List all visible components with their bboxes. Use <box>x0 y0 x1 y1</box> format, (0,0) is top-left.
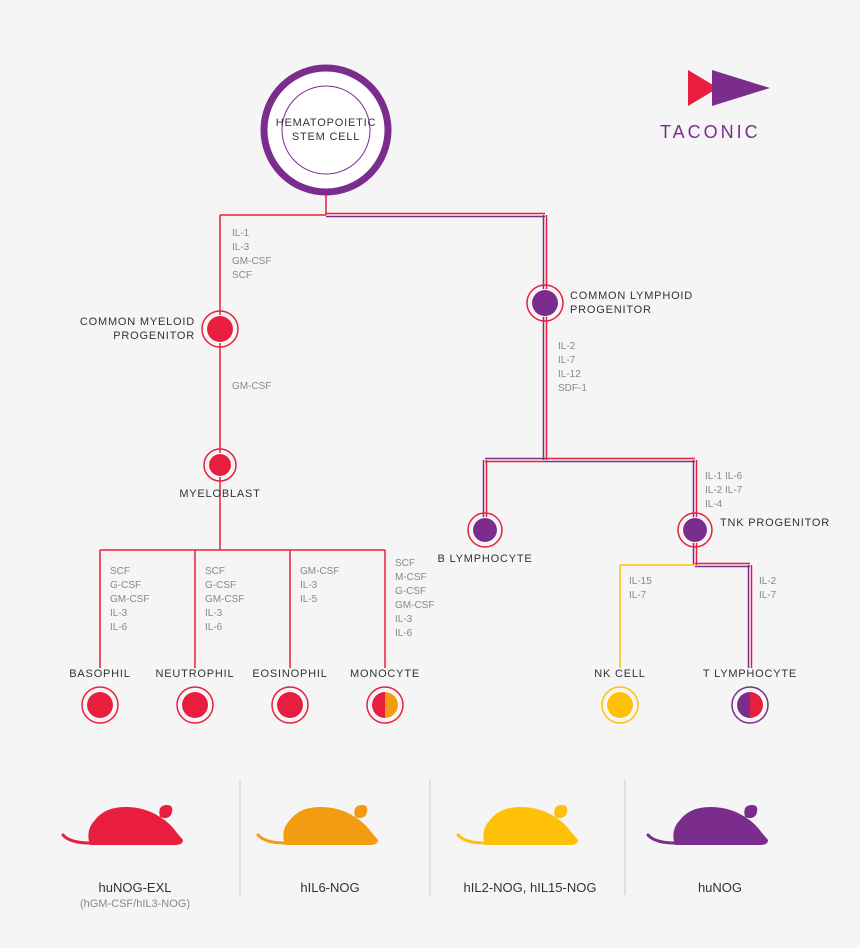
mouse-label-3: huNOG <box>640 880 800 895</box>
node-label-basophil: BASOPHIL <box>45 667 155 681</box>
node-label-tlymph: T LYMPHOCYTE <box>695 667 805 681</box>
cytokine-block-6: SCFM-CSFG-CSFGM-CSFIL-3IL-6 <box>395 557 434 641</box>
cytokine-block-3: SCFG-CSFGM-CSFIL-3IL-6 <box>110 565 149 635</box>
cytokine-block-9: IL-2IL-7 <box>759 575 776 603</box>
node-label-monocyte: MONOCYTE <box>330 667 440 681</box>
node-label-myeloblast: MYELOBLAST <box>160 487 280 501</box>
cytokine-block-4: SCFG-CSFGM-CSFIL-3IL-6 <box>205 565 244 635</box>
node-label-eosinophil: EOSINOPHIL <box>235 667 345 681</box>
node-label-nkcell: NK CELL <box>565 667 675 681</box>
node-label-tnk: TNK PROGENITOR <box>720 516 830 530</box>
node-label-cmp: COMMON MYELOIDPROGENITOR <box>80 315 195 344</box>
cytokine-block-7: IL-1 IL-6IL-2 IL-7IL-4 <box>705 470 742 512</box>
cytokine-block-8: IL-15IL-7 <box>629 575 652 603</box>
root-label: HEMATOPOIETICSTEM CELL <box>266 116 386 145</box>
mouse-label-2: hIL2-NOG, hIL15-NOG <box>450 880 610 895</box>
node-label-neutrophil: NEUTROPHIL <box>140 667 250 681</box>
cytokine-block-1: GM-CSF <box>232 380 271 394</box>
cytokine-block-5: GM-CSFIL-3IL-5 <box>300 565 339 607</box>
mouse-label-1: hIL6-NOG <box>250 880 410 895</box>
node-label-clp: COMMON LYMPHOIDPROGENITOR <box>570 289 693 318</box>
logo-text: TACONIC <box>660 122 761 143</box>
cytokine-block-2: IL-2IL-7IL-12SDF-1 <box>558 340 587 396</box>
mouse-label-0: huNOG-EXL(hGM-CSF/hIL3-NOG) <box>55 880 215 910</box>
node-label-blymph: B LYMPHOCYTE <box>425 552 545 566</box>
cytokine-block-0: IL-1IL-3GM-CSFSCF <box>232 227 271 283</box>
